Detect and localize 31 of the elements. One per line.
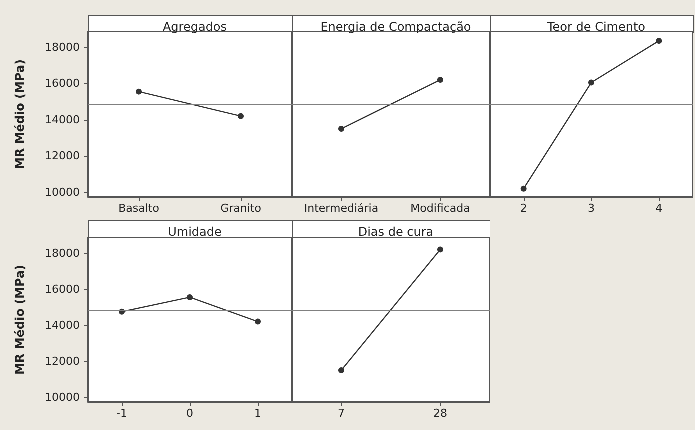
x-tick-label: -1 (116, 407, 128, 420)
y-tick-label: 12000 (45, 354, 80, 368)
y-tick-label: 16000 (45, 282, 80, 296)
y-axis-title: MR Médio (MPa) (13, 59, 27, 170)
y-tick-label: 18000 (45, 246, 80, 260)
y-axis-title: MR Médio (MPa) (13, 264, 27, 376)
x-tick-label: 0 (186, 407, 194, 420)
x-tick-label: 2 (520, 202, 528, 215)
chart-title: Teor de Cimento (546, 20, 646, 34)
x-tick-label: Modificada (410, 202, 470, 215)
point (255, 318, 261, 325)
y-tick-label: 14000 (45, 318, 80, 332)
x-tick-label: 28 (434, 407, 448, 420)
x-tick-label: Granito (220, 202, 262, 215)
x-tick-label: Intermediária (304, 202, 379, 215)
y-tick-label: 12000 (45, 150, 80, 163)
x-tick-label: 7 (338, 407, 345, 420)
chart-title: Umidade (168, 225, 222, 239)
y-tick-label: 18000 (45, 40, 80, 54)
x-tick-label: 3 (588, 202, 595, 215)
chart-title: Dias de cura (358, 225, 434, 239)
chart-title: Energia de Compactação (320, 20, 472, 34)
x-tick-label: 1 (254, 407, 262, 420)
y-tick-label: 16000 (45, 77, 80, 90)
x-tick-label: 4 (656, 202, 663, 215)
y-tick-label: 10000 (45, 390, 80, 404)
x-tick-label: Basalto (118, 202, 160, 215)
point (187, 294, 193, 300)
chart-title: Agregados (162, 20, 228, 34)
y-tick-label: 14000 (45, 113, 80, 126)
y-tick-label: 10000 (45, 186, 80, 199)
